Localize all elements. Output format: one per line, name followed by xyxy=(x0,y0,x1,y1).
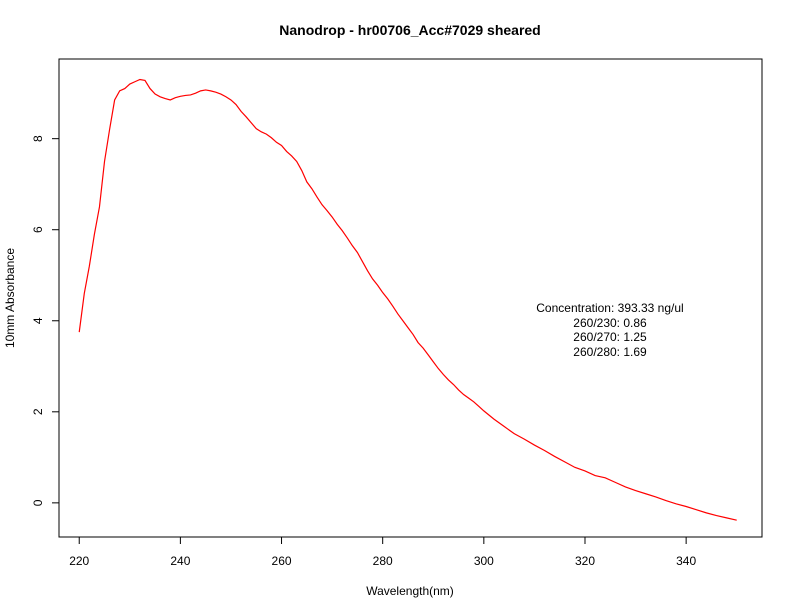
chart-title: Nanodrop - hr00706_Acc#7029 sheared xyxy=(279,22,540,38)
x-tick-label: 280 xyxy=(373,554,393,568)
x-tick-label: 300 xyxy=(474,554,494,568)
y-tick-label: 2 xyxy=(31,408,45,415)
plot-frame xyxy=(58,58,763,538)
x-axis: 220 240 260 280 300 320 340 xyxy=(69,536,696,568)
measurement-annotations: Concentration: 393.33 ng/ul 260/230: 0.8… xyxy=(536,301,683,359)
annotation-concentration: Concentration: 393.33 ng/ul xyxy=(536,301,683,315)
x-axis-label: Wavelength(nm) xyxy=(366,584,454,598)
y-tick-label: 6 xyxy=(31,226,45,233)
x-tick-label: 260 xyxy=(272,554,292,568)
y-axis: 0 2 4 6 8 xyxy=(31,135,60,506)
annotation-260-230: 260/230: 0.86 xyxy=(573,316,647,330)
y-axis-label: 10mm Absorbance xyxy=(3,248,17,348)
absorbance-series-line xyxy=(78,78,737,521)
y-tick-label: 0 xyxy=(31,499,45,506)
x-tick-label: 320 xyxy=(575,554,595,568)
y-tick-label: 8 xyxy=(31,135,45,142)
x-tick-label: 220 xyxy=(69,554,89,568)
x-tick-label: 340 xyxy=(676,554,696,568)
y-tick-label: 4 xyxy=(31,317,45,324)
x-tick-label: 240 xyxy=(170,554,190,568)
annotation-260-280: 260/280: 1.69 xyxy=(573,345,647,359)
annotation-260-270: 260/270: 1.25 xyxy=(573,330,647,344)
